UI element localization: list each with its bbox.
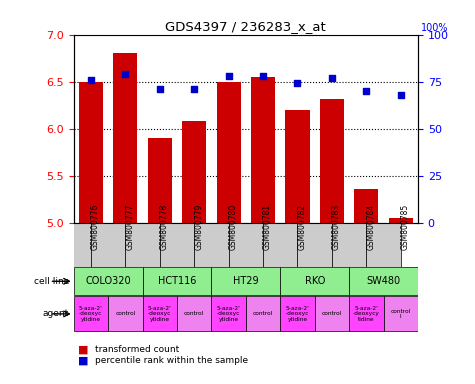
FancyBboxPatch shape [332,223,366,267]
FancyBboxPatch shape [211,267,280,295]
Point [87,77,95,83]
Text: GSM800779: GSM800779 [194,204,203,250]
Point [225,73,232,79]
Point [190,86,198,92]
Text: GSM800785: GSM800785 [401,204,410,250]
FancyBboxPatch shape [366,223,401,267]
FancyBboxPatch shape [263,223,297,267]
FancyBboxPatch shape [74,296,108,331]
Text: COLO320: COLO320 [85,276,131,286]
Point [362,88,370,94]
Text: GSM800784: GSM800784 [366,204,375,250]
FancyBboxPatch shape [211,296,246,331]
FancyBboxPatch shape [228,223,263,267]
FancyBboxPatch shape [142,267,211,295]
FancyBboxPatch shape [108,296,142,331]
Text: ■: ■ [78,356,89,366]
Text: 5-aza-2'
-deoxyc
ytidine: 5-aza-2' -deoxyc ytidine [148,306,171,322]
Text: GSM800780: GSM800780 [228,204,238,250]
Text: GSM800781: GSM800781 [263,204,272,250]
Text: SW480: SW480 [367,276,400,286]
Point [328,75,336,81]
Point [259,73,267,79]
Point [122,71,129,77]
FancyBboxPatch shape [280,267,349,295]
Title: GDS4397 / 236283_x_at: GDS4397 / 236283_x_at [165,20,326,33]
Text: GSM800783: GSM800783 [332,204,341,250]
Bar [354,189,379,223]
Text: control: control [184,311,204,316]
Text: percentile rank within the sample: percentile rank within the sample [95,356,248,366]
Text: 5-aza-2'
-deoxyc
ytidine: 5-aza-2' -deoxyc ytidine [217,306,240,322]
Text: 5-aza-2'
-deoxyc
ytidine: 5-aza-2' -deoxyc ytidine [79,306,103,322]
FancyBboxPatch shape [177,296,211,331]
Text: 5-aza-2'
-deoxycy
tidine: 5-aza-2' -deoxycy tidine [353,306,380,322]
Point [156,86,163,92]
Bar [217,82,241,223]
Bar [148,138,172,223]
Text: control: control [322,311,342,316]
FancyBboxPatch shape [297,223,332,267]
Text: transformed count: transformed count [95,345,179,354]
Text: cell line: cell line [34,277,69,286]
Bar [182,121,206,223]
FancyBboxPatch shape [384,296,418,331]
Text: control: control [253,311,273,316]
Text: 5-aza-2'
-deoxyc
ytidine: 5-aza-2' -deoxyc ytidine [285,306,309,322]
FancyBboxPatch shape [246,296,280,331]
Text: HCT116: HCT116 [158,276,196,286]
FancyBboxPatch shape [314,296,349,331]
Text: HT29: HT29 [233,276,258,286]
FancyBboxPatch shape [125,223,160,267]
Text: control
l: control l [390,309,411,319]
Text: 100%: 100% [421,23,449,33]
Point [294,80,301,86]
Text: ■: ■ [78,344,89,354]
FancyBboxPatch shape [142,296,177,331]
FancyBboxPatch shape [280,296,314,331]
FancyBboxPatch shape [194,223,228,267]
Bar [389,218,413,223]
Text: GSM800776: GSM800776 [91,204,100,250]
FancyBboxPatch shape [74,267,142,295]
Text: agent: agent [43,310,69,318]
Text: GSM800777: GSM800777 [125,204,134,250]
Bar [79,82,103,223]
Text: GSM800782: GSM800782 [297,204,306,250]
Bar [113,53,137,223]
Bar [251,77,275,223]
Text: RKO: RKO [304,276,325,286]
Bar [320,99,344,223]
FancyBboxPatch shape [160,223,194,267]
FancyBboxPatch shape [57,223,91,267]
Bar [285,110,310,223]
FancyBboxPatch shape [349,296,384,331]
FancyBboxPatch shape [349,267,418,295]
Point [397,92,405,98]
FancyBboxPatch shape [91,223,125,267]
Text: control: control [115,311,135,316]
Text: GSM800778: GSM800778 [160,204,169,250]
